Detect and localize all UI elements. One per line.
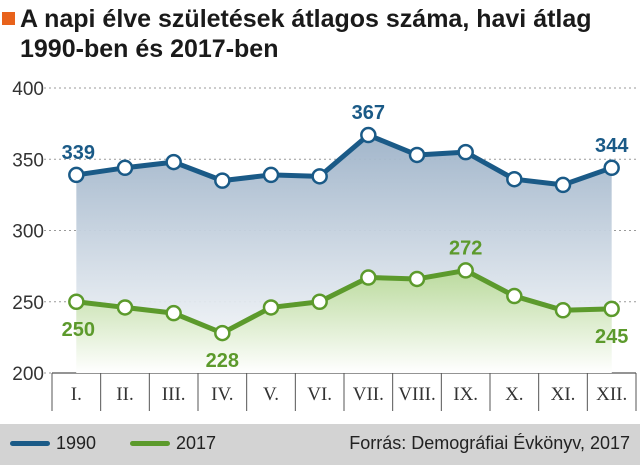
x-tick-label-2: III.: [162, 384, 186, 405]
data-label-1990-0: 339: [62, 142, 95, 164]
y-tick-label-350: 350: [12, 150, 44, 171]
point-1990-1: [116, 159, 134, 177]
point-2017-6: [360, 269, 377, 286]
point-2017-7: [408, 270, 426, 288]
x-tick-label-4: V.: [263, 384, 279, 405]
data-label-2017-0: 250: [62, 319, 95, 341]
point-1990-7: [408, 146, 426, 164]
line-chart: 200 250 300 350 400 I. II. III. IV. V. VI. VII. VIII…: [12, 79, 637, 411]
point-2017-8: [457, 262, 474, 279]
data-label-2017-11: 245: [595, 326, 628, 348]
point-1990-3: [214, 172, 231, 189]
legend-item-2017: 2017: [130, 433, 216, 454]
x-tick-label-9: X.: [505, 384, 523, 405]
data-label-2017-8: 272: [449, 237, 482, 259]
chart-title: A napi élve születések átlagos száma, ha…: [20, 5, 592, 63]
y-tick-label-200: 200: [12, 364, 44, 385]
point-2017-0: [68, 293, 85, 310]
point-2017-2: [165, 304, 182, 322]
y-tick-label-300: 300: [12, 222, 44, 243]
legend-swatch-1990: [10, 441, 50, 446]
x-tick-label-1: II.: [116, 384, 133, 405]
point-1990-6: [360, 126, 377, 144]
x-tick-label-3: IV.: [211, 384, 233, 405]
point-1990-8: [457, 143, 474, 161]
data-label-1990-11: 344: [595, 135, 629, 157]
y-tick-label-250: 250: [12, 293, 44, 314]
point-1990-9: [506, 170, 523, 188]
data-label-1990-6: 367: [352, 102, 385, 124]
x-tick-label-6: VII.: [353, 384, 384, 405]
point-2017-9: [506, 287, 523, 305]
chart-footer: 1990 2017 Forrás: Demográfiai Évkönyv, 2…: [0, 424, 640, 465]
x-tick-label-10: XI.: [551, 384, 576, 405]
point-2017-4: [262, 299, 280, 316]
point-2017-1: [116, 299, 134, 316]
point-1990-5: [311, 168, 328, 185]
x-tick-label-11: XII.: [596, 384, 627, 405]
legend-label-1990: 1990: [56, 433, 97, 453]
source-note: Forrás: Demográfiai Évkönyv, 2017: [349, 433, 630, 453]
point-1990-0: [68, 166, 85, 184]
area-series-2017: [76, 270, 612, 373]
data-label-2017-3: 228: [206, 350, 239, 372]
point-2017-3: [214, 324, 231, 342]
legend-item-1990: 1990: [10, 433, 96, 454]
point-1990-2: [165, 153, 182, 171]
point-2017-11: [603, 300, 620, 318]
point-2017-10: [554, 302, 572, 319]
x-tick-label-7: VIII.: [398, 384, 435, 405]
point-1990-10: [554, 176, 572, 194]
x-tick-label-5: VI.: [307, 384, 332, 405]
point-1990-11: [603, 159, 620, 177]
title-accent-square: [2, 12, 15, 25]
point-1990-4: [262, 166, 280, 184]
legend-swatch-2017: [130, 441, 170, 446]
x-tick-label-8: IX.: [453, 384, 478, 405]
y-tick-label-400: 400: [12, 79, 44, 100]
x-tick-label-0: I.: [71, 384, 82, 405]
legend-label-2017: 2017: [176, 433, 217, 453]
point-2017-5: [311, 293, 328, 310]
